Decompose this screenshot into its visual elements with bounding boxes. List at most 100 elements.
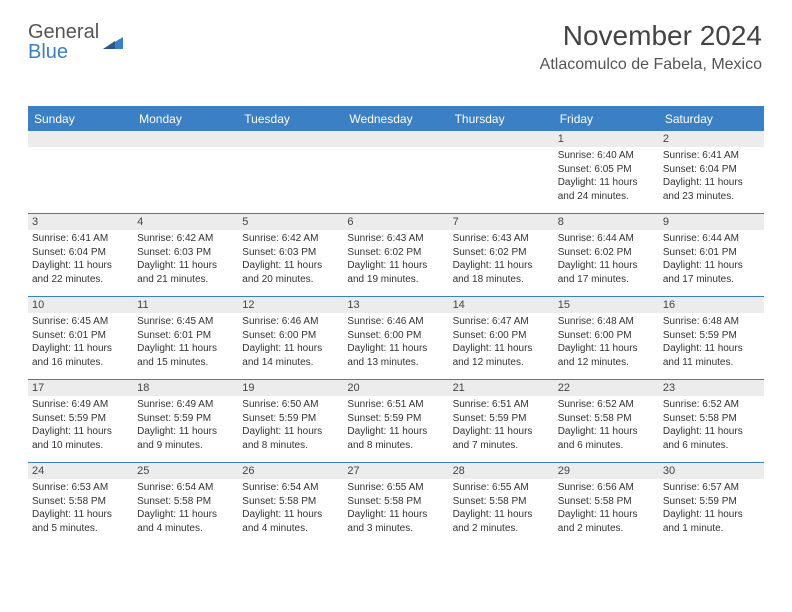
daylight-text: Daylight: 11 hours and 14 minutes. — [242, 342, 339, 369]
daylight-text: Daylight: 11 hours and 10 minutes. — [32, 425, 129, 452]
cell-content: Sunrise: 6:42 AMSunset: 6:03 PMDaylight:… — [133, 230, 238, 290]
sunrise-text: Sunrise: 6:49 AM — [32, 398, 129, 412]
sunrise-text: Sunrise: 6:49 AM — [137, 398, 234, 412]
calendar-cell: 18Sunrise: 6:49 AMSunset: 5:59 PMDayligh… — [133, 380, 238, 462]
sunrise-text: Sunrise: 6:45 AM — [32, 315, 129, 329]
calendar-cell: 21Sunrise: 6:51 AMSunset: 5:59 PMDayligh… — [449, 380, 554, 462]
cell-content: Sunrise: 6:54 AMSunset: 5:58 PMDaylight:… — [238, 479, 343, 539]
sunrise-text: Sunrise: 6:54 AM — [137, 481, 234, 495]
cell-content: Sunrise: 6:49 AMSunset: 5:59 PMDaylight:… — [28, 396, 133, 456]
week-row: 10Sunrise: 6:45 AMSunset: 6:01 PMDayligh… — [28, 296, 764, 379]
calendar-cell: 16Sunrise: 6:48 AMSunset: 5:59 PMDayligh… — [659, 297, 764, 379]
date-number: 28 — [449, 463, 554, 479]
logo-mark-icon — [101, 33, 125, 51]
sunset-text: Sunset: 6:02 PM — [558, 246, 655, 260]
sunset-text: Sunset: 6:03 PM — [242, 246, 339, 260]
sunset-text: Sunset: 5:58 PM — [663, 412, 760, 426]
cell-content: Sunrise: 6:55 AMSunset: 5:58 PMDaylight:… — [449, 479, 554, 539]
day-header: Monday — [133, 108, 238, 130]
cell-content: Sunrise: 6:44 AMSunset: 6:02 PMDaylight:… — [554, 230, 659, 290]
date-number — [449, 131, 554, 147]
day-header: Thursday — [449, 108, 554, 130]
week-row: 1Sunrise: 6:40 AMSunset: 6:05 PMDaylight… — [28, 130, 764, 213]
calendar-cell: 25Sunrise: 6:54 AMSunset: 5:58 PMDayligh… — [133, 463, 238, 545]
sunrise-text: Sunrise: 6:43 AM — [347, 232, 444, 246]
sunrise-text: Sunrise: 6:56 AM — [558, 481, 655, 495]
cell-content: Sunrise: 6:55 AMSunset: 5:58 PMDaylight:… — [343, 479, 448, 539]
sunrise-text: Sunrise: 6:40 AM — [558, 149, 655, 163]
sunset-text: Sunset: 5:59 PM — [137, 412, 234, 426]
sunset-text: Sunset: 6:00 PM — [242, 329, 339, 343]
sunrise-text: Sunrise: 6:44 AM — [663, 232, 760, 246]
sunset-text: Sunset: 5:59 PM — [663, 329, 760, 343]
daylight-text: Daylight: 11 hours and 22 minutes. — [32, 259, 129, 286]
calendar-cell: 29Sunrise: 6:56 AMSunset: 5:58 PMDayligh… — [554, 463, 659, 545]
sunset-text: Sunset: 6:04 PM — [663, 163, 760, 177]
date-number: 8 — [554, 214, 659, 230]
cell-content: Sunrise: 6:53 AMSunset: 5:58 PMDaylight:… — [28, 479, 133, 539]
cell-content: Sunrise: 6:45 AMSunset: 6:01 PMDaylight:… — [133, 313, 238, 373]
cell-content: Sunrise: 6:48 AMSunset: 6:00 PMDaylight:… — [554, 313, 659, 373]
sunset-text: Sunset: 5:59 PM — [453, 412, 550, 426]
sunrise-text: Sunrise: 6:55 AM — [347, 481, 444, 495]
sunset-text: Sunset: 5:59 PM — [347, 412, 444, 426]
calendar-cell: 10Sunrise: 6:45 AMSunset: 6:01 PMDayligh… — [28, 297, 133, 379]
sunrise-text: Sunrise: 6:55 AM — [453, 481, 550, 495]
sunrise-text: Sunrise: 6:46 AM — [347, 315, 444, 329]
sunrise-text: Sunrise: 6:50 AM — [242, 398, 339, 412]
date-number: 3 — [28, 214, 133, 230]
sunset-text: Sunset: 6:01 PM — [32, 329, 129, 343]
sunset-text: Sunset: 6:01 PM — [663, 246, 760, 260]
daylight-text: Daylight: 11 hours and 5 minutes. — [32, 508, 129, 535]
date-number: 30 — [659, 463, 764, 479]
sunrise-text: Sunrise: 6:42 AM — [242, 232, 339, 246]
sunset-text: Sunset: 6:00 PM — [453, 329, 550, 343]
date-number: 21 — [449, 380, 554, 396]
date-number: 19 — [238, 380, 343, 396]
cell-content: Sunrise: 6:50 AMSunset: 5:59 PMDaylight:… — [238, 396, 343, 456]
sunrise-text: Sunrise: 6:57 AM — [663, 481, 760, 495]
date-number: 10 — [28, 297, 133, 313]
sunrise-text: Sunrise: 6:41 AM — [663, 149, 760, 163]
daylight-text: Daylight: 11 hours and 17 minutes. — [558, 259, 655, 286]
calendar-cell: 4Sunrise: 6:42 AMSunset: 6:03 PMDaylight… — [133, 214, 238, 296]
calendar-cell: 6Sunrise: 6:43 AMSunset: 6:02 PMDaylight… — [343, 214, 448, 296]
day-header: Wednesday — [343, 108, 448, 130]
daylight-text: Daylight: 11 hours and 6 minutes. — [663, 425, 760, 452]
daylight-text: Daylight: 11 hours and 3 minutes. — [347, 508, 444, 535]
sunset-text: Sunset: 5:59 PM — [32, 412, 129, 426]
date-number: 25 — [133, 463, 238, 479]
date-number: 5 — [238, 214, 343, 230]
cell-content: Sunrise: 6:41 AMSunset: 6:04 PMDaylight:… — [659, 147, 764, 207]
date-number: 9 — [659, 214, 764, 230]
date-number — [238, 131, 343, 147]
daylight-text: Daylight: 11 hours and 2 minutes. — [453, 508, 550, 535]
daylight-text: Daylight: 11 hours and 4 minutes. — [242, 508, 339, 535]
calendar-cell: 15Sunrise: 6:48 AMSunset: 6:00 PMDayligh… — [554, 297, 659, 379]
cell-content: Sunrise: 6:48 AMSunset: 5:59 PMDaylight:… — [659, 313, 764, 373]
sunset-text: Sunset: 5:59 PM — [242, 412, 339, 426]
sunrise-text: Sunrise: 6:54 AM — [242, 481, 339, 495]
daylight-text: Daylight: 11 hours and 1 minute. — [663, 508, 760, 535]
daylight-text: Daylight: 11 hours and 8 minutes. — [242, 425, 339, 452]
date-number — [28, 131, 133, 147]
calendar-cell — [343, 131, 448, 213]
cell-content: Sunrise: 6:46 AMSunset: 6:00 PMDaylight:… — [343, 313, 448, 373]
date-number: 15 — [554, 297, 659, 313]
date-number — [343, 131, 448, 147]
daylight-text: Daylight: 11 hours and 15 minutes. — [137, 342, 234, 369]
daylight-text: Daylight: 11 hours and 12 minutes. — [453, 342, 550, 369]
calendar-cell: 7Sunrise: 6:43 AMSunset: 6:02 PMDaylight… — [449, 214, 554, 296]
date-number: 16 — [659, 297, 764, 313]
day-header: Saturday — [659, 108, 764, 130]
daylight-text: Daylight: 11 hours and 9 minutes. — [137, 425, 234, 452]
date-number: 26 — [238, 463, 343, 479]
cell-content: Sunrise: 6:52 AMSunset: 5:58 PMDaylight:… — [659, 396, 764, 456]
daylight-text: Daylight: 11 hours and 23 minutes. — [663, 176, 760, 203]
daylight-text: Daylight: 11 hours and 13 minutes. — [347, 342, 444, 369]
calendar: SundayMondayTuesdayWednesdayThursdayFrid… — [28, 106, 764, 545]
daylight-text: Daylight: 11 hours and 4 minutes. — [137, 508, 234, 535]
sunrise-text: Sunrise: 6:42 AM — [137, 232, 234, 246]
cell-content: Sunrise: 6:47 AMSunset: 6:00 PMDaylight:… — [449, 313, 554, 373]
cell-content: Sunrise: 6:42 AMSunset: 6:03 PMDaylight:… — [238, 230, 343, 290]
